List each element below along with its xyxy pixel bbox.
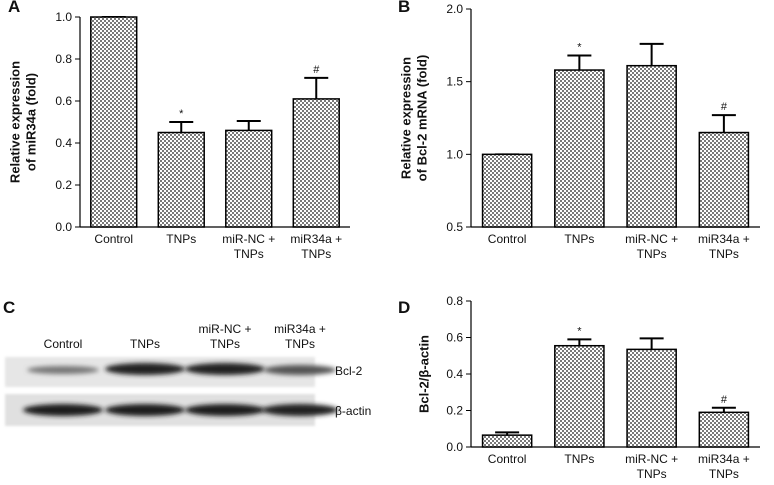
bar (90, 16, 138, 228)
x-tick-label: miR34a + TNPs (698, 232, 750, 261)
y-tick-label: 0.2 (446, 404, 463, 418)
y-tick-label: 0.6 (446, 331, 463, 345)
y-tick-label: 0.5 (446, 220, 463, 234)
x-tick-label: TNPs (564, 232, 594, 246)
y-tick-label: 1.0 (446, 147, 463, 161)
y-tick-label: 0.4 (55, 136, 72, 150)
significance-mark: * (577, 325, 582, 337)
band-label: Bcl-2 (335, 364, 363, 378)
western-blot: C Bcl-2 β-actin (3, 298, 371, 426)
x-tick-label: TNPs (166, 232, 196, 246)
blot-band (262, 404, 338, 416)
bar (554, 344, 605, 448)
y-tick-label: 0.2 (55, 178, 72, 192)
lane-label: miR34a + TNPs (274, 322, 326, 351)
y-tick-label: 0.0 (446, 440, 463, 454)
x-tick-label: miR34a + TNPs (698, 452, 750, 481)
x-tick-label: miR-NC + TNPs (625, 232, 678, 261)
x-tick-label: miR-NC + TNPs (625, 452, 678, 481)
bar (292, 98, 340, 228)
x-tick-label: miR-NC + TNPs (222, 232, 275, 261)
x-tick-label: miR34a + TNPs (290, 232, 342, 261)
y-axis-label: of Bcl-2 mRNA (fold) (414, 55, 429, 182)
lane-label: Control (44, 337, 83, 351)
significance-mark: # (313, 64, 320, 76)
x-tick-label: Control (488, 452, 527, 466)
blot-band (185, 363, 265, 375)
lane-label: TNPs (130, 337, 160, 351)
x-tick-label: Control (94, 232, 133, 246)
significance-mark: * (179, 108, 184, 120)
blot-band (105, 363, 185, 375)
significance-mark: # (721, 394, 728, 406)
panel-label: D (398, 298, 410, 317)
bar (626, 64, 677, 228)
y-tick-label: 0.8 (55, 52, 72, 66)
y-tick-label: 0.4 (446, 367, 463, 381)
y-tick-label: 0.8 (446, 294, 463, 308)
significance-mark: # (721, 101, 728, 113)
y-tick-label: 1.5 (446, 75, 463, 89)
y-tick-label: 2.0 (446, 2, 463, 16)
panel-label: B (398, 0, 410, 16)
bar (225, 129, 273, 228)
y-axis-label: of miR34a (fold) (23, 73, 38, 171)
significance-mark: * (577, 42, 582, 54)
band-label: β-actin (335, 404, 371, 418)
y-axis-label: Bcl-2/β-actin (416, 335, 431, 413)
y-tick-label: 0.6 (55, 94, 72, 108)
bar (554, 69, 605, 228)
blot-band (27, 366, 99, 374)
blot-band (105, 404, 185, 416)
panel-label: A (8, 0, 20, 16)
panel-label: C (3, 298, 15, 317)
bar (698, 411, 750, 448)
y-tick-label: 0.0 (55, 220, 72, 234)
x-tick-label: Control (488, 232, 527, 246)
lane-label: miR-NC + TNPs (199, 322, 252, 351)
blot-band (185, 404, 265, 416)
bar (626, 348, 677, 448)
y-tick-label: 1.0 (55, 10, 72, 24)
bar (481, 434, 533, 448)
bar (481, 153, 533, 228)
bar (698, 131, 750, 228)
blot-band (264, 365, 336, 375)
x-tick-label: TNPs (564, 452, 594, 466)
y-axis-label: Relative expression (398, 57, 413, 179)
bar (157, 131, 205, 228)
blot-band (23, 404, 103, 416)
y-axis-label: Relative expression (7, 61, 22, 183)
